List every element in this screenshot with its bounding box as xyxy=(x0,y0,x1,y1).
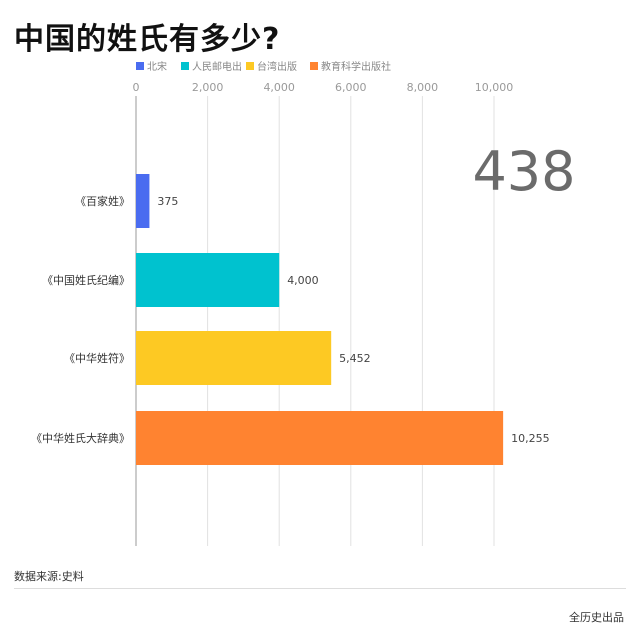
legend-label: 人民邮电出 xyxy=(192,62,242,73)
x-tick-label: 6,000 xyxy=(335,81,367,94)
bar xyxy=(136,253,280,307)
category-label: 《百家姓》 xyxy=(75,194,130,208)
legend-label: 教育科学出版社 xyxy=(321,62,391,73)
legend-item-jiaoyu: 教育科学出版社 xyxy=(310,58,391,73)
x-tick-label: 2,000 xyxy=(192,81,224,94)
page-title: 中国的姓氏有多少? xyxy=(14,22,281,57)
footer-divider xyxy=(14,588,626,589)
legend-label: 台湾出版 xyxy=(257,62,297,73)
legend-item-renmin: 人民邮电出 xyxy=(181,58,242,73)
bar xyxy=(136,174,150,228)
x-tick-label: 10,000 xyxy=(475,81,514,94)
legend-swatch xyxy=(136,61,144,70)
grid-layer xyxy=(135,96,495,546)
legend-item-taiwan: 台湾出版 xyxy=(246,58,297,73)
x-tick-label: 4,000 xyxy=(263,81,295,94)
data-label: 4,000 xyxy=(287,274,319,287)
data-source: 数据来源:史料 xyxy=(14,570,84,583)
bar xyxy=(136,411,504,465)
x-tick-label: 0 xyxy=(133,81,140,94)
bar-layer xyxy=(136,174,504,465)
data-label: 375 xyxy=(157,195,178,208)
brand-credit: 全历史出品 xyxy=(569,611,624,624)
label-layer: 0 2,000 4,000 6,000 8,000 10,000 《百家姓》 375 《中国姓氏… xyxy=(31,81,550,445)
category-label: 《中华姓符》 xyxy=(64,351,130,365)
legend-item-beisong: 北宋 xyxy=(136,58,167,73)
x-tick-label: 8,000 xyxy=(407,81,439,94)
big-number-annotation: 438 xyxy=(472,140,575,203)
category-label: 《中华姓氏大辞典》 xyxy=(31,431,130,445)
data-label: 5,452 xyxy=(339,352,371,365)
legend-swatch xyxy=(310,61,318,70)
data-label: 10,255 xyxy=(511,432,550,445)
legend-label: 北宋 xyxy=(147,62,167,73)
legend-swatch xyxy=(246,61,254,70)
category-label: 《中国姓氏纪编》 xyxy=(42,273,130,287)
bar xyxy=(136,331,332,385)
legend-swatch xyxy=(181,61,189,70)
